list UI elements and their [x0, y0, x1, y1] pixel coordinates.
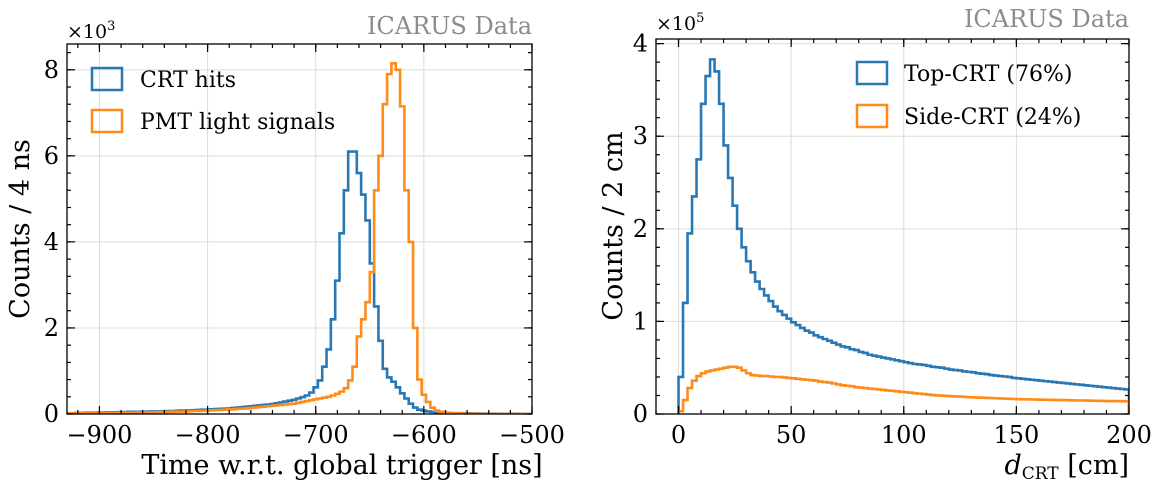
legend-swatch-crt-hits: [90, 66, 124, 92]
distance-histogram-panel: 0 50 100 150 200 0 1 2 3 4 ICARUS Data ×105 Count…: [598, 5, 1152, 484]
x-tick-label: 150: [993, 421, 1039, 449]
tick-labels: 0 50 100 150 200 0 1 2 3 4: [633, 30, 1152, 449]
legend-item: CRT hits: [90, 66, 236, 93]
y-tick-label: 3: [633, 122, 648, 150]
legend-item: Top-CRT (76%): [855, 60, 1072, 87]
x-tick-label: −800: [175, 421, 241, 449]
y-tick-label: 8: [44, 56, 59, 84]
x-tick-label: 100: [881, 421, 927, 449]
legend-item: Side-CRT (24%): [855, 103, 1081, 130]
legend-swatch-top-crt: [855, 60, 889, 86]
y-tick-label: 1: [633, 307, 648, 335]
x-tick-label: −900: [66, 421, 132, 449]
y-axis-label: Counts / 4 ns: [5, 139, 36, 319]
legend-label-crt-hits: CRT hits: [140, 68, 236, 93]
histogram-series: [67, 62, 532, 414]
legend-label-top-crt: Top-CRT (76%): [904, 62, 1072, 87]
legend: CRT hits PMT light signals: [90, 66, 335, 135]
histogram-top-crt-76: [677, 58, 1129, 414]
legend: Top-CRT (76%) Side-CRT (24%): [855, 60, 1081, 130]
time-histogram-panel: −900 −800 −700 −600 −500 0 2 4 6 8 ICARUS Data ×1…: [5, 12, 565, 481]
y-tick-label: 6: [44, 142, 59, 170]
histogram-side-crt-24: [677, 365, 1129, 414]
y-tick-label: 2: [44, 314, 59, 342]
y-tick-label: 0: [44, 400, 59, 428]
grid: [656, 39, 1130, 415]
legend-label-side-crt: Side-CRT (24%): [904, 105, 1081, 130]
y-tick-label: 2: [633, 215, 648, 243]
histogram-series: [677, 58, 1129, 414]
x-tick-label: 50: [776, 421, 807, 449]
grid: [67, 44, 533, 415]
histogram-pmt-light-signals: [67, 62, 532, 414]
legend-item: PMT light signals: [90, 108, 335, 135]
y-tick-label: 4: [44, 228, 59, 256]
y-tick-label: 0: [633, 400, 648, 428]
histogram-crt-hits: [67, 150, 532, 414]
watermark-label: ICARUS Data: [964, 5, 1129, 33]
y-axis-label: Counts / 2 cm: [598, 131, 629, 320]
x-tick-label: 200: [1106, 421, 1152, 449]
tick-labels: −900 −800 −700 −600 −500 0 2 4 6 8: [44, 56, 565, 449]
watermark-label: ICARUS Data: [367, 12, 532, 40]
y-multiplier: ×105: [656, 11, 704, 35]
plot-frame: [66, 43, 533, 415]
legend-swatch-side-crt: [855, 103, 889, 129]
legend-label-pmt: PMT light signals: [140, 110, 335, 135]
y-tick-label: 4: [633, 30, 648, 58]
y-multiplier: ×103: [67, 19, 115, 43]
x-tick-label: −700: [283, 421, 349, 449]
x-tick-label: −500: [499, 421, 565, 449]
x-axis-label: Time w.r.t. global trigger [ns]: [141, 450, 542, 481]
axis-ticks: [655, 39, 1130, 415]
x-tick-label: −600: [391, 421, 457, 449]
plot-frame: [655, 38, 1130, 415]
axis-ticks: [67, 44, 533, 415]
legend-swatch-pmt: [90, 108, 124, 134]
x-tick-label: 0: [671, 421, 686, 449]
x-axis-label: dCRT [cm]: [1004, 450, 1129, 484]
